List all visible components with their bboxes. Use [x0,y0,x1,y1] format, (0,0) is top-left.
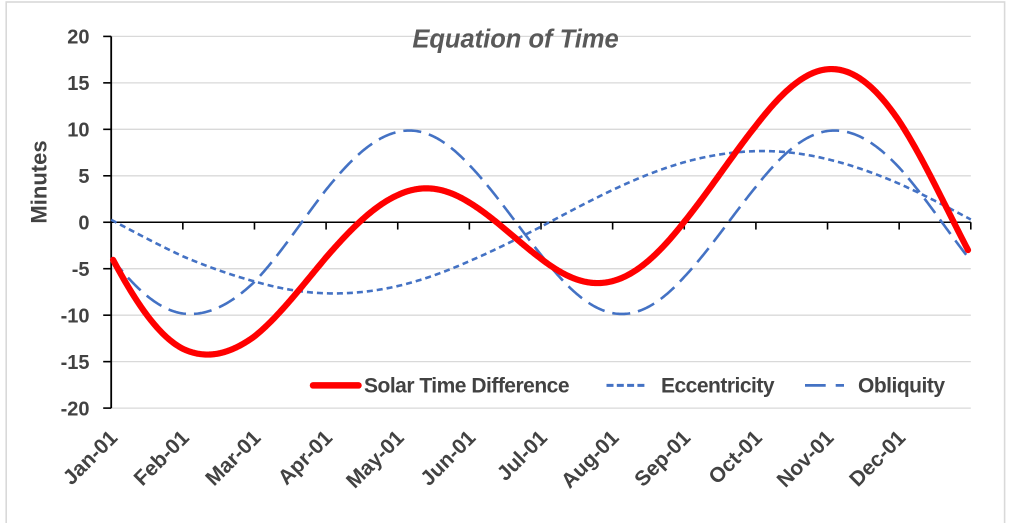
svg-text:10: 10 [67,120,89,142]
svg-text:Minutes: Minutes [27,140,52,223]
svg-text:5: 5 [78,166,89,188]
svg-text:15: 15 [67,73,89,95]
svg-text:-5: -5 [72,259,90,281]
svg-text:-15: -15 [61,352,90,374]
svg-text:Solar Time Difference: Solar Time Difference [364,375,569,398]
svg-text:-10: -10 [61,305,90,327]
svg-text:Obliquity: Obliquity [858,375,945,398]
svg-text:-20: -20 [61,398,90,420]
svg-text:Equation of Time: Equation of Time [412,25,618,53]
svg-text:20: 20 [67,27,89,49]
svg-text:0: 0 [78,212,89,234]
svg-text:Eccentricity: Eccentricity [661,375,775,398]
